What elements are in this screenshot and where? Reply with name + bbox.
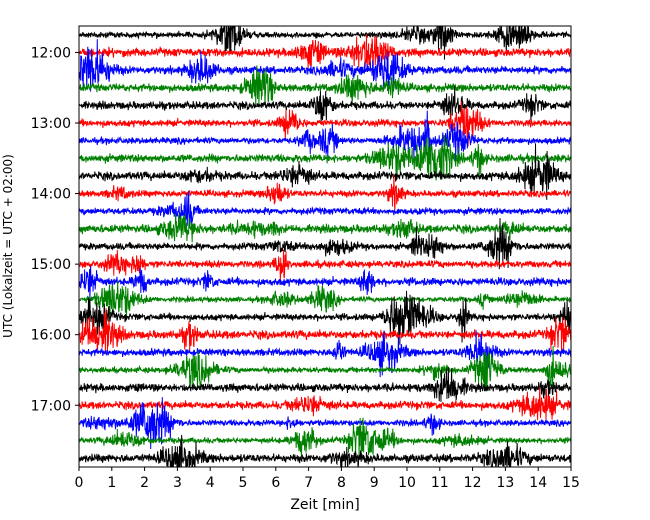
trace-line [79,65,571,107]
trace-line [79,26,571,60]
x-tick-label: 7 [304,475,313,491]
y-axis-label: UTC (Lokalzeit = UTC + 02:00) [1,154,15,338]
trace-line [79,249,571,285]
trace-line [79,134,571,181]
x-tick-label: 11 [431,475,449,491]
trace-line [79,34,571,73]
y-tick-label: 17:00 [31,398,71,414]
y-tick-label: 12:00 [31,45,71,61]
y-axis-ticks: 12:00 13:00 14:00 15:00 16:00 17:00 [31,45,79,414]
trace-line [79,143,571,200]
x-tick-label: 8 [337,475,346,491]
trace-line [79,308,571,355]
trace-line [79,434,571,467]
trace-line [79,290,571,345]
trace-line [79,101,571,147]
trace-line [79,417,571,462]
trace-line [79,265,571,300]
x-tick-label: 6 [271,475,280,491]
trace-line [79,213,571,243]
x-tick-label: 15 [562,475,580,491]
trace-line [79,190,571,227]
trace-line [79,367,571,402]
trace-line [79,330,571,378]
x-tick-label: 10 [398,475,416,491]
x-tick-label: 13 [496,475,514,491]
trace-line [79,39,571,92]
y-tick-label: 16:00 [31,328,71,344]
trace-line [79,345,571,394]
x-tick-label: 3 [173,475,182,491]
x-tick-label: 14 [529,475,547,491]
trace-line [79,218,571,270]
x-tick-label: 1 [107,475,116,491]
x-tick-label: 4 [206,475,215,491]
trace-line [79,397,571,450]
trace-line [79,110,571,162]
trace-line [79,174,571,210]
y-tick-label: 14:00 [31,187,71,203]
y-tick-label: 13:00 [31,116,71,132]
x-tick-label: 0 [75,475,84,491]
x-axis-label: Zeit [min] [290,497,359,513]
trace-line [79,387,571,422]
x-tick-label: 12 [464,475,482,491]
trace-line [79,86,571,124]
x-axis-ticks: 0 1 2 3 4 5 6 7 8 9 10 11 12 13 14 15 [75,467,580,491]
trace-line [79,280,571,317]
plot-frame [78,25,572,468]
y-tick-label: 15:00 [31,257,71,273]
x-tick-label: 2 [140,475,149,491]
x-tick-label: 5 [239,475,248,491]
x-tick-label: 9 [370,475,379,491]
seismic-traces [79,26,571,467]
